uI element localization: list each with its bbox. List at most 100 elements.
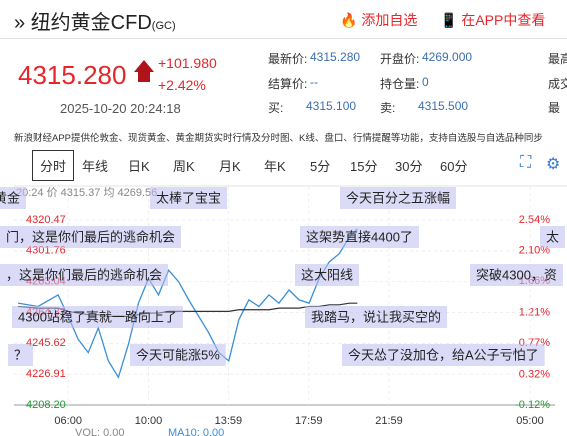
comment-text: 这大阳线	[301, 267, 353, 282]
notice: 新浪财经APP提供伦敦金、现货黄金、黄金期货实时行情及分时图、K线、盘口、行情提…	[14, 133, 543, 144]
x-tick-label: 21:59	[375, 415, 403, 427]
series-line	[17, 228, 358, 379]
tab[interactable]: 日K	[128, 159, 150, 174]
bullet-comment: 这大阳线	[295, 264, 360, 286]
y-tick-label: 4208.20	[26, 399, 66, 411]
x-tick-label: 10:00	[135, 415, 163, 427]
comment-text: 今天可能涨5%	[136, 347, 220, 362]
up-arrow-stem	[138, 72, 150, 82]
stat-label: 成交	[548, 77, 567, 91]
comment-text: 突破4300，资	[476, 267, 557, 282]
bullet-comment: 今天怂了没加仓，给A公子亏怕了	[342, 344, 545, 366]
bullet-comment: 今天可能涨5%	[130, 344, 226, 366]
bullet-comment: 突破4300，资	[470, 264, 563, 286]
bullet-comment: ？	[8, 344, 34, 366]
y-tick-label: 4320.47	[26, 214, 66, 226]
tab[interactable]: 30分	[395, 159, 423, 174]
bullet-comment: 4300站稳了真就一路向上了	[12, 306, 183, 328]
comment-text: 黄金	[0, 190, 20, 205]
comment-box	[0, 264, 169, 286]
comment-text: 这架势直接4400了	[306, 229, 413, 244]
stat-value: 4315.100	[306, 99, 357, 113]
y-tick-label: 4245.62	[26, 337, 66, 349]
comment-box	[340, 187, 457, 209]
comment-text: 今天百分之五涨幅	[346, 190, 450, 205]
bullet-comment: 今天百分之五涨幅	[340, 187, 457, 209]
vol-label: VOL: 0.00	[75, 427, 125, 436]
comment-text: ？	[14, 347, 27, 362]
stat-label: 买:	[268, 101, 284, 115]
comment-box	[300, 226, 419, 248]
comment-text: ，这是你们最后的逃命机会	[6, 267, 162, 282]
stat-label: 最	[548, 101, 561, 115]
change: +101.980	[158, 55, 217, 71]
y-tick-label: 4301.76	[26, 245, 66, 257]
bullet-comment: ，这是你们最后的逃命机会	[0, 264, 169, 286]
up-arrow	[134, 60, 154, 72]
chart-info: 20:24 价 4315.37 均 4269.56	[16, 186, 157, 199]
stat-value: 4315.280	[310, 50, 361, 64]
ma-label: MA10: 0.00	[168, 427, 224, 436]
stat-value: 0	[422, 75, 429, 89]
stat-value: 4315.500	[418, 99, 469, 113]
comment-box	[12, 306, 183, 328]
tab[interactable]: 15分	[350, 159, 378, 174]
comment-box	[150, 187, 228, 209]
bullet-comment: 这架势直接4400了	[300, 226, 419, 248]
bullet-comment: 我踏马，说让我买空的	[305, 306, 448, 328]
comment-text: 太	[546, 229, 559, 244]
x-tick-label: 13:59	[215, 415, 243, 427]
bullet-comment: 门，这是你们最后的逃命机会	[0, 226, 182, 248]
comment-text: 今天怂了没加仓，给A公子亏怕了	[348, 347, 539, 362]
stat-value: 4269.000	[422, 50, 473, 64]
stat-label: 卖:	[380, 101, 396, 115]
stat-label: 持仓量:	[380, 77, 420, 91]
comment-text: 我踏马，说让我买空的	[311, 309, 441, 324]
comment-box	[470, 264, 563, 286]
settings-icon[interactable]: ⚙	[546, 156, 561, 173]
quote-time: 2025-10-20 20:24:18	[60, 101, 181, 116]
stat-value: --	[310, 75, 318, 89]
chart: 4208.204226.914245.624264.334283.044301.…	[0, 185, 567, 436]
comment-text: 门，这是你们最后的逃命机会	[6, 229, 175, 244]
change-pct: +2.42%	[158, 77, 206, 93]
comment-text: 太棒了宝宝	[156, 190, 221, 205]
fullscreen-icon[interactable]: ⛶	[520, 154, 532, 171]
open-app[interactable]: 📱 在APP中查看	[440, 12, 546, 28]
y-tick-label: 4226.91	[26, 368, 66, 380]
title: 纽约黄金CFD	[30, 12, 152, 34]
y2-tick-label: 2.54%	[519, 214, 550, 226]
tab[interactable]: 年K	[264, 159, 286, 174]
comment-box	[305, 306, 448, 328]
bullet-comment: 黄金	[0, 187, 27, 209]
stat-label: 开盘价:	[380, 52, 420, 66]
comment-box	[0, 187, 27, 209]
divider	[0, 38, 567, 39]
comment-box	[295, 264, 360, 286]
comment-box	[8, 344, 34, 366]
app-text: 在APP中查看	[461, 12, 546, 28]
comment-box	[342, 344, 545, 366]
tab[interactable]: 60分	[440, 159, 468, 174]
add-text: 添加自选	[361, 12, 418, 28]
comment-box	[130, 344, 226, 366]
price: 4315.280	[18, 60, 127, 90]
bullet-comment: 太棒了宝宝	[150, 187, 228, 209]
y2-tick-label: 1.21%	[519, 306, 550, 318]
add-watch[interactable]: 🔥 添加自选	[340, 12, 418, 28]
tab[interactable]: 分时	[32, 150, 75, 181]
code: (GC)	[151, 20, 176, 32]
comment-box	[540, 226, 566, 248]
stat-label: 最高	[548, 52, 567, 66]
y2-tick-label: -0.12%	[515, 399, 550, 411]
comment-text: 4300站稳了真就一路向上了	[18, 309, 177, 324]
x-tick-label: 06:00	[54, 415, 82, 427]
tab[interactable]: 周K	[173, 159, 195, 174]
tab[interactable]: 年线	[82, 159, 109, 174]
tab[interactable]: 5分	[310, 159, 331, 174]
x-tick-label: 05:00	[516, 415, 544, 427]
comment-box	[0, 226, 182, 248]
tab[interactable]: 月K	[219, 159, 241, 174]
stat-label: 最新价:	[268, 52, 308, 66]
